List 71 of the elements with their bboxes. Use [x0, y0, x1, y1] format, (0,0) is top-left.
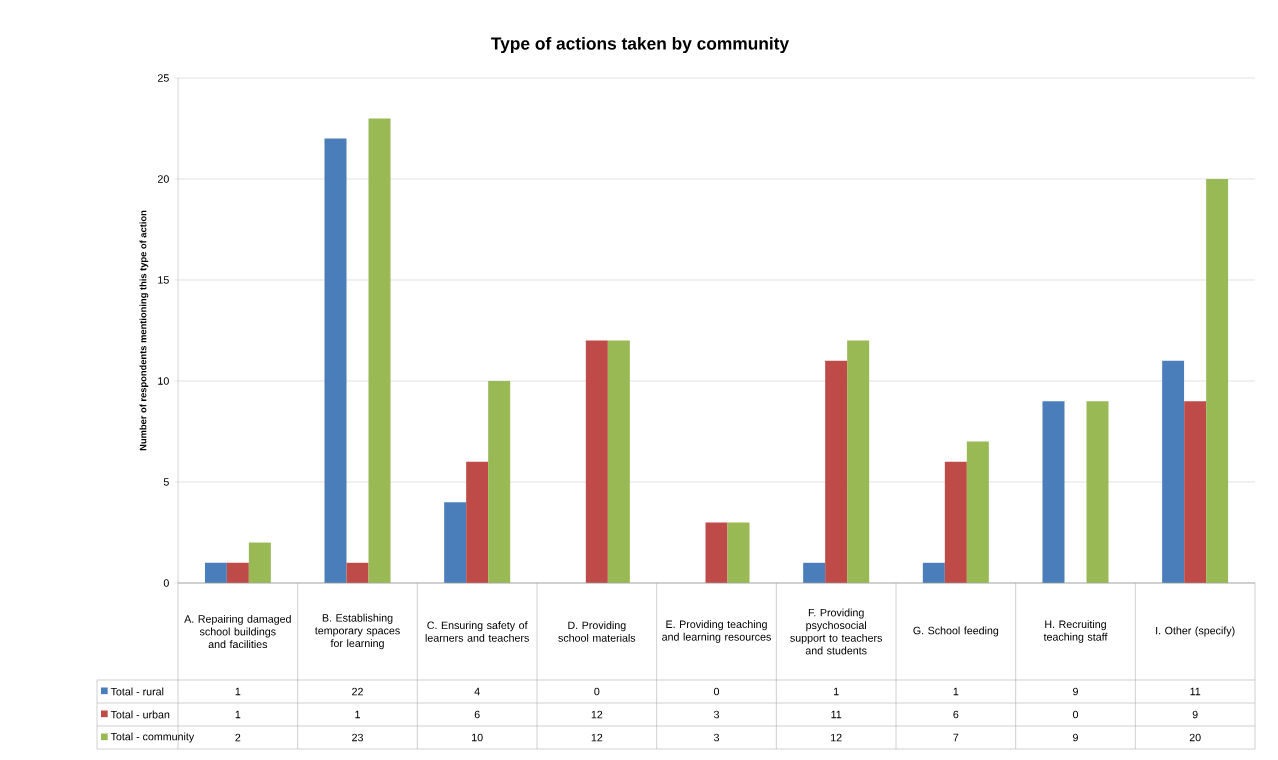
y-axis-title: Number of respondents mentioning this type of action	[139, 210, 149, 451]
bar	[488, 381, 511, 583]
x-tick-label: C. Ensuring safety of learners and teachers	[425, 621, 529, 642]
y-tick-label: 10	[158, 377, 169, 385]
bar	[1184, 401, 1207, 583]
bar	[705, 522, 728, 583]
bar	[944, 461, 967, 583]
data-label: 12	[831, 733, 842, 742]
bar	[248, 542, 271, 583]
data-label: 9	[1073, 687, 1078, 696]
bar	[324, 138, 347, 583]
bar	[1042, 401, 1065, 583]
y-tick-label: 0	[163, 579, 169, 587]
y-tick-label: 5	[163, 478, 169, 486]
legend-label: Total - rural	[110, 687, 164, 696]
data-label: 6	[474, 710, 480, 719]
data-label: 12	[591, 710, 603, 719]
data-label: 1	[235, 687, 241, 696]
data-label: 3	[713, 710, 719, 719]
data-label: 23	[352, 733, 363, 742]
bar	[966, 441, 989, 583]
data-label: 1	[235, 710, 241, 719]
chart-title: Type of actions taken by community	[491, 36, 790, 54]
x-tick-label: B. Establishing temporary spaces for learning	[314, 613, 400, 650]
bar	[466, 461, 489, 583]
data-label: 0	[1072, 710, 1079, 719]
bar	[825, 360, 848, 583]
x-tick-label: D. Providing school materials	[558, 621, 636, 642]
bar	[847, 340, 870, 583]
data-label: 9	[1073, 733, 1078, 742]
x-tick-label: A. Repairing damaged school buildings and facilities	[184, 614, 291, 649]
data-label: 9	[1192, 710, 1198, 719]
bar	[607, 340, 630, 583]
bar	[346, 562, 369, 583]
bar	[585, 340, 608, 583]
x-tick-label: G. School feeding	[913, 626, 999, 637]
data-label: 4	[474, 687, 480, 696]
data-label: 1	[953, 687, 959, 696]
bar	[444, 502, 467, 583]
bar	[204, 562, 227, 583]
data-label: 7	[953, 733, 959, 742]
y-tick-label: 20	[157, 175, 169, 183]
data-label: 0	[594, 687, 600, 696]
x-tick-label: F. Providing psychosocial support to teachers and students	[790, 608, 883, 655]
bar	[368, 118, 391, 583]
data-label: 6	[953, 710, 959, 719]
data-label: 11	[831, 710, 842, 719]
x-tick-label: E. Providing teaching and learning resources	[662, 620, 771, 643]
x-tick-label: I. Other (specify)	[1156, 626, 1235, 637]
data-label: 12	[591, 733, 603, 742]
x-tick-label: H. Recruiting teaching staff	[1043, 620, 1108, 643]
data-label: 1	[355, 710, 360, 719]
y-tick-label: 25	[157, 74, 169, 82]
data-label: 2	[235, 733, 241, 742]
data-label: 20	[1189, 733, 1201, 742]
data-label: 11	[1190, 687, 1201, 696]
data-label: 1	[834, 687, 839, 696]
bar	[727, 522, 750, 583]
bar	[1086, 401, 1109, 583]
bar	[1206, 179, 1229, 583]
data-label: 22	[352, 687, 363, 696]
legend-label: Total - community	[110, 732, 195, 743]
legend-label: Total - urban	[110, 710, 170, 719]
bar	[1162, 360, 1185, 583]
bar	[226, 562, 249, 583]
data-label: 0	[713, 687, 720, 696]
data-label: 3	[713, 733, 719, 742]
data-label: 10	[472, 733, 483, 742]
y-tick-label: 15	[158, 276, 169, 284]
bar	[803, 562, 826, 583]
bar	[922, 562, 945, 583]
